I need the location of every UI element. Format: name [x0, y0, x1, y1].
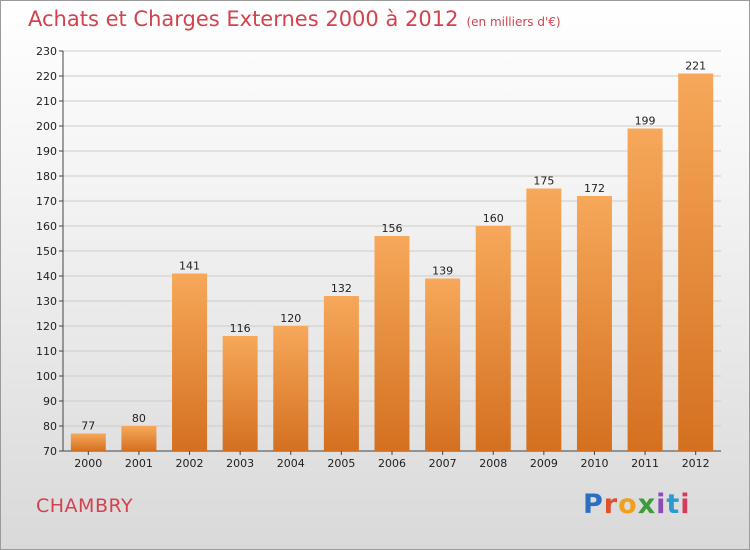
bar-2006	[374, 236, 410, 451]
x-tick-label: 2004	[277, 457, 305, 470]
y-tick-label: 70	[43, 445, 57, 458]
y-tick-label: 200	[36, 120, 57, 133]
data-label: 172	[584, 182, 605, 195]
chart-subtitle: (en milliers d'€)	[466, 15, 561, 29]
data-label: 120	[280, 312, 301, 325]
x-tick-label: 2001	[125, 457, 153, 470]
chart-title: Achats et Charges Externes 2000 à 2012 (e…	[28, 7, 561, 31]
x-tick-label: 2006	[378, 457, 406, 470]
data-label: 160	[483, 212, 504, 225]
y-tick-label: 130	[36, 295, 57, 308]
x-tick-label: 2010	[580, 457, 608, 470]
bar-2008	[475, 226, 511, 451]
labels: 2000 77 2001 80 2002 141 2003 116 2004 120 2005 132…	[74, 60, 709, 471]
bar-2001	[121, 426, 157, 451]
y-tick-label: 120	[36, 320, 57, 333]
bar-2003	[222, 336, 258, 451]
data-label: 132	[331, 282, 352, 295]
bar-2012	[678, 73, 714, 451]
bar-2010	[576, 196, 612, 451]
data-label: 77	[81, 420, 95, 433]
y-tick-label: 140	[36, 270, 57, 283]
y-tick-label: 180	[36, 170, 57, 183]
data-label: 141	[179, 260, 200, 273]
x-tick-label: 2012	[682, 457, 710, 470]
bar-2002	[172, 273, 208, 451]
commune-name: CHAMBRY	[36, 495, 134, 517]
bar-2004	[273, 326, 309, 451]
y-tick-label: 220	[36, 70, 57, 83]
data-label: 221	[685, 60, 706, 73]
y-tick-label: 160	[36, 220, 57, 233]
data-label: 80	[132, 412, 146, 425]
y-tick-label: 110	[36, 345, 57, 358]
y-tick-label: 210	[36, 95, 57, 108]
x-tick-label: 2009	[530, 457, 558, 470]
y-tick-label: 230	[36, 45, 57, 58]
bar-2005	[323, 296, 359, 451]
x-tick-label: 2000	[74, 457, 102, 470]
x-tick-label: 2011	[631, 457, 659, 470]
x-tick-label: 2008	[479, 457, 507, 470]
bar-2007	[425, 278, 461, 451]
bar-2000	[70, 433, 106, 451]
bar-2009	[526, 188, 562, 451]
data-label: 199	[635, 115, 656, 128]
y-tick-label: 90	[43, 395, 57, 408]
x-tick-label: 2003	[226, 457, 254, 470]
y-tick-label: 80	[43, 420, 57, 433]
data-label: 175	[533, 175, 554, 188]
y-tick-label: 190	[36, 145, 57, 158]
x-tick-label: 2005	[327, 457, 355, 470]
bars	[70, 73, 714, 451]
x-tick-label: 2007	[429, 457, 457, 470]
x-tick-label: 2002	[176, 457, 204, 470]
proxiti-logo: Proxiti	[583, 489, 691, 520]
y-tick-label: 170	[36, 195, 57, 208]
y-tick-label: 100	[36, 370, 57, 383]
data-label: 139	[432, 265, 453, 278]
y-tick-label: 150	[36, 245, 57, 258]
bar-2011	[627, 128, 663, 451]
data-label: 156	[382, 222, 403, 235]
data-label: 116	[230, 322, 251, 335]
